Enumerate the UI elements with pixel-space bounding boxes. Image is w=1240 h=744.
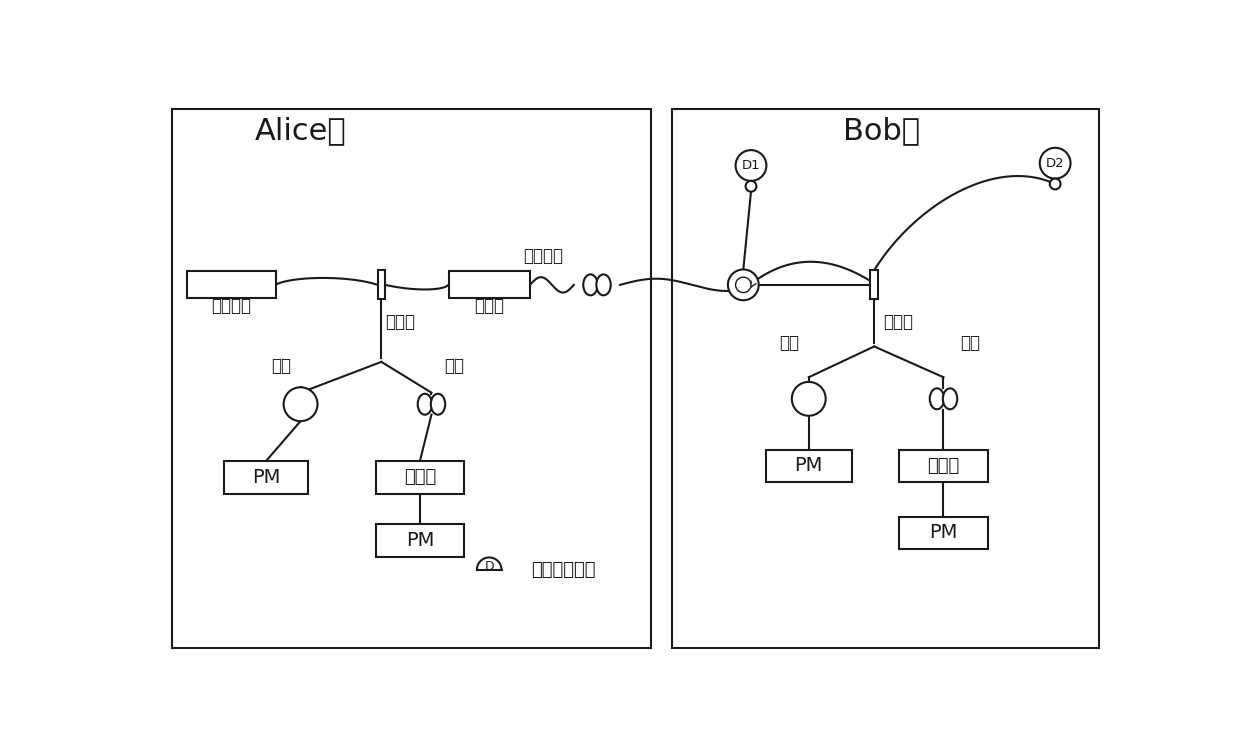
Circle shape	[735, 150, 766, 181]
Text: D: D	[485, 559, 494, 573]
Bar	[870, 270, 878, 300]
Text: 短臂: 短臂	[780, 333, 800, 352]
Ellipse shape	[930, 388, 944, 409]
Bar	[376, 525, 464, 557]
Text: 调制器: 调制器	[928, 457, 960, 475]
Circle shape	[728, 269, 759, 301]
Text: 长臂: 长臂	[961, 333, 981, 352]
Text: PM: PM	[929, 523, 957, 542]
Text: 调制器: 调制器	[404, 469, 436, 487]
Text: PM: PM	[405, 531, 434, 550]
Text: 量子光源: 量子光源	[211, 298, 252, 315]
Text: Alice端: Alice端	[254, 116, 346, 145]
Bar	[377, 270, 386, 300]
Text: D1: D1	[742, 159, 760, 172]
Circle shape	[284, 388, 317, 421]
Ellipse shape	[596, 275, 611, 295]
Circle shape	[792, 382, 826, 416]
Bar	[899, 449, 988, 482]
Text: 长臂: 长臂	[445, 356, 465, 375]
Bar	[449, 272, 529, 298]
Text: 分束器: 分束器	[386, 312, 415, 331]
Text: D2: D2	[1045, 157, 1064, 170]
Text: 分束器: 分束器	[883, 312, 914, 331]
Text: PM: PM	[252, 468, 280, 487]
Text: 短臂: 短臂	[272, 356, 291, 375]
Bar	[172, 109, 651, 648]
Bar	[899, 516, 988, 549]
Ellipse shape	[430, 394, 445, 414]
Bar	[672, 109, 1099, 648]
Ellipse shape	[418, 394, 432, 414]
Ellipse shape	[942, 388, 957, 409]
Circle shape	[1040, 148, 1070, 179]
Ellipse shape	[583, 275, 598, 295]
Bar	[223, 461, 309, 493]
Text: Bob端: Bob端	[843, 116, 920, 145]
Bar	[376, 461, 464, 493]
Circle shape	[1050, 179, 1060, 190]
Text: PM: PM	[795, 456, 823, 475]
Text: 量子信道: 量子信道	[523, 246, 563, 265]
Bar	[187, 272, 275, 298]
Text: 衰减器: 衰减器	[474, 298, 505, 315]
Bar	[765, 449, 852, 482]
Circle shape	[745, 181, 756, 192]
Text: 单光子探测器: 单光子探测器	[532, 561, 596, 579]
